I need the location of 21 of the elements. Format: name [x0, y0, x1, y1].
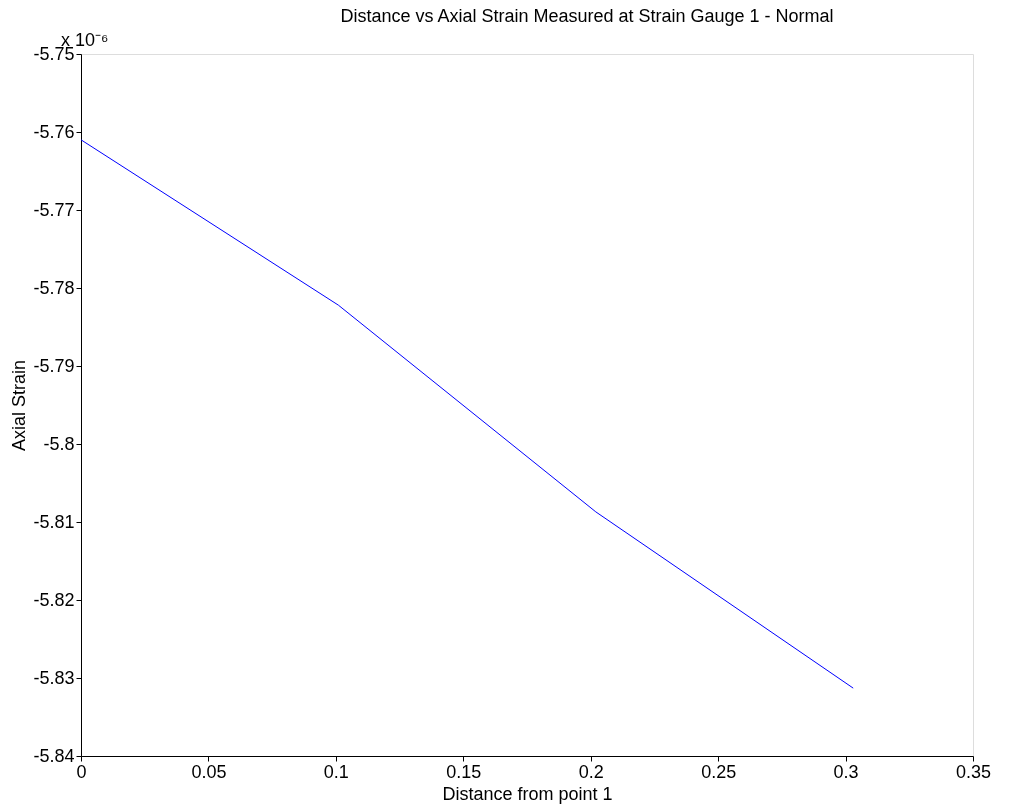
x-tick-label: 0.25	[701, 761, 737, 782]
y-tick-label: -5.77	[33, 199, 75, 220]
x-tick-label: 0.05	[191, 761, 227, 782]
x-tick-label: 0.1	[323, 761, 349, 782]
line-series	[80, 139, 854, 689]
x-tick-label: 0.15	[446, 761, 482, 782]
y-axis-title: Axial Strain	[9, 359, 30, 452]
y-tick-label: -5.79	[33, 355, 75, 376]
x-tick-label: 0.3	[833, 761, 859, 782]
y-tick-label: -5.78	[33, 277, 75, 298]
y-tick-label: -5.84	[33, 745, 75, 766]
chart-title: Distance vs Axial Strain Measured at Strain Gauge 1 - Normal	[340, 6, 834, 26]
y-tick-label: -5.82	[33, 589, 75, 610]
y-tick-label: -5.83	[33, 667, 75, 688]
y-tick-label: -5.8	[43, 433, 75, 454]
x-axis-title: Distance from point 1	[442, 783, 613, 804]
y-tick-label: -5.81	[33, 511, 75, 532]
x-tick-label: 0.2	[578, 761, 604, 782]
y-tick-label: -5.76	[33, 121, 75, 142]
x-tick-label: 0	[76, 761, 87, 782]
x-tick-label: 0.35	[955, 761, 992, 782]
